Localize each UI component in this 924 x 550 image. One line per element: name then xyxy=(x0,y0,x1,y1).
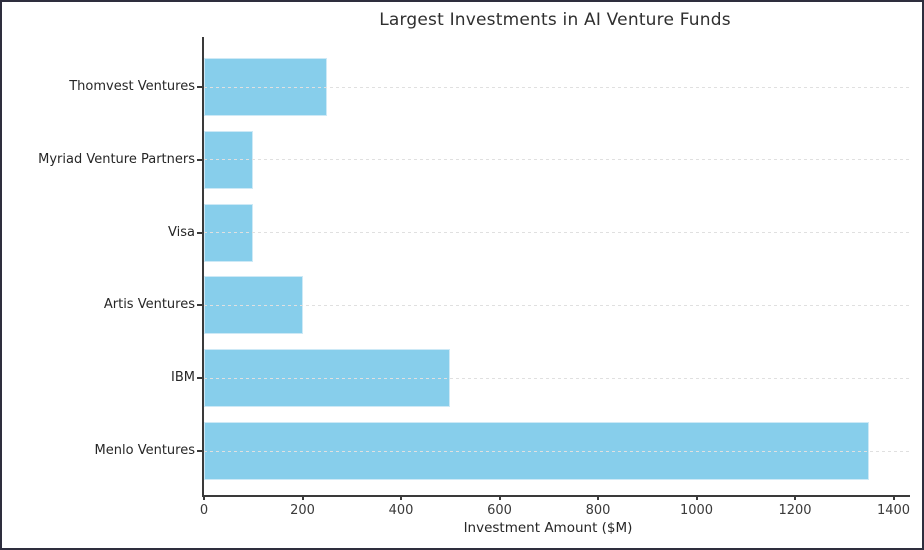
y-tick-mark xyxy=(197,86,202,88)
y-axis-labels: Thomvest Ventures Myriad Venture Partners… xyxy=(2,37,195,495)
y-tick-label: Artis Ventures xyxy=(103,297,195,313)
x-tick-label: 0 xyxy=(199,503,209,518)
y-tick-label: Visa xyxy=(168,224,195,240)
gridline xyxy=(204,450,910,452)
gridline xyxy=(204,377,910,379)
x-tick-mark xyxy=(498,495,501,500)
x-tick-label: 1400 xyxy=(876,503,911,518)
gridline xyxy=(204,159,910,161)
gridline xyxy=(204,86,910,88)
x-tick-label: 400 xyxy=(388,503,414,518)
y-tick-mark xyxy=(197,450,202,452)
x-tick-label: 1000 xyxy=(679,503,714,518)
y-tick-mark xyxy=(197,377,202,380)
x-tick-mark xyxy=(892,495,895,500)
gridline xyxy=(204,232,910,234)
x-tick-mark xyxy=(400,495,402,500)
y-tick-mark xyxy=(197,158,202,161)
x-tick-label: 1200 xyxy=(778,503,812,518)
y-tick-label: Menlo Ventures xyxy=(94,443,195,458)
x-tick-mark xyxy=(301,495,304,500)
gridline xyxy=(204,304,910,306)
chart-title: Largest Investments in AI Venture Funds xyxy=(379,10,731,30)
x-tick-label: 200 xyxy=(290,503,315,518)
y-tick-label: IBM xyxy=(171,370,195,386)
y-tick-mark xyxy=(197,231,202,234)
x-tick-mark xyxy=(597,495,599,500)
plot-area: 0 200 400 600 800 1000 1200 1400 xyxy=(197,37,910,518)
y-tick-label: Myriad Venture Partners xyxy=(38,151,195,167)
x-tick-mark xyxy=(695,495,698,500)
x-tick-label: 600 xyxy=(487,503,512,518)
x-tick-mark xyxy=(203,495,205,500)
x-tick-label: 800 xyxy=(585,503,611,518)
y-tick-mark xyxy=(197,304,202,307)
x-axis-label: Investment Amount ($M) xyxy=(463,520,633,536)
y-tick-label: Thomvest Ventures xyxy=(69,79,195,94)
x-tick-mark xyxy=(794,495,796,500)
